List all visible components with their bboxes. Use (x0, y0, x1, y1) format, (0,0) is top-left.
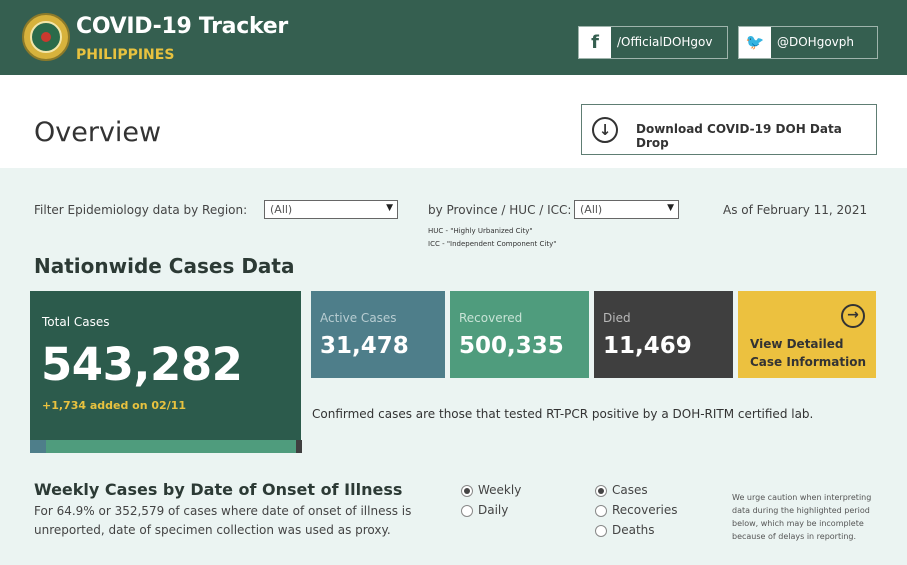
total-cases-label: Total Cases (42, 315, 110, 329)
cases-added-today: +1,734 added on 02/11 (42, 399, 187, 412)
top-header: COVID-19 Tracker PHILIPPINES f /Official… (0, 0, 907, 75)
recovered-label: Recovered (459, 311, 523, 325)
chevron-down-icon: ▼ (386, 203, 393, 213)
recovered-value: 500,335 (459, 333, 564, 359)
app-subtitle: PHILIPPINES (76, 47, 175, 63)
region-filter-label: Filter Epidemiology data by Region: (34, 203, 248, 217)
radio-unselected-icon (595, 525, 607, 537)
seal-inner (30, 21, 62, 53)
seal-center (41, 32, 51, 42)
radio-unselected-icon (595, 505, 607, 517)
confirmed-cases-note: Confirmed cases are those that tested RT… (312, 407, 814, 421)
app-title: COVID-19 Tracker (76, 14, 288, 39)
overview-band: Overview ↓ Download COVID-19 DOH Data Dr… (0, 75, 907, 168)
as-of-date: As of February 11, 2021 (723, 203, 868, 217)
region-select[interactable]: (All) ▼ (264, 200, 398, 219)
download-data-drop-button[interactable]: ↓ Download COVID-19 DOH Data Drop (581, 104, 877, 155)
arrow-right-circle-icon: → (841, 304, 865, 328)
doh-seal-logo (22, 13, 70, 61)
twitter-icon: 🐦 (739, 27, 771, 58)
huc-note: HUC - "Highly Urbanized City" (428, 227, 533, 235)
twitter-link[interactable]: 🐦 @DOHgovph (738, 26, 878, 59)
active-cases-label: Active Cases (320, 311, 397, 325)
active-cases-card: Active Cases 31,478 (311, 291, 445, 378)
weekly-description: For 64.9% or 352,579 of cases where date… (34, 504, 412, 537)
radio-cases-label: Cases (612, 483, 648, 497)
radio-deaths-label: Deaths (612, 523, 655, 537)
facebook-icon: f (579, 27, 611, 58)
twitter-handle: @DOHgovph (777, 35, 854, 49)
radio-unselected-icon (461, 505, 473, 517)
download-label: Download COVID-19 DOH Data Drop (636, 122, 842, 150)
share-bar-active (30, 440, 46, 453)
region-select-value: (All) (270, 203, 293, 216)
icc-note: ICC - "Independent Component City" (428, 240, 557, 248)
weekly-title: Weekly Cases by Date of Onset of Illness (34, 480, 403, 499)
radio-recoveries-label: Recoveries (612, 503, 678, 517)
share-bar-recovered (46, 440, 296, 453)
province-select-value: (All) (580, 203, 603, 216)
radio-daily-label: Daily (478, 503, 509, 517)
page-title: Overview (34, 117, 162, 148)
total-cases-value: 543,282 (41, 338, 243, 391)
view-detailed-label: View Detailed Case Information (750, 337, 866, 369)
died-value: 11,469 (603, 333, 692, 359)
radio-selected-icon (595, 485, 607, 497)
chevron-down-icon: ▼ (667, 203, 674, 213)
died-label: Died (603, 311, 631, 325)
facebook-handle: /OfficialDOHgov (617, 35, 713, 49)
died-card: Died 11,469 (594, 291, 733, 378)
radio-selected-icon (461, 485, 473, 497)
province-filter-label: by Province / HUC / ICC: (428, 203, 572, 217)
view-detailed-case-button[interactable]: → View Detailed Case Information (738, 291, 876, 378)
download-icon: ↓ (592, 117, 618, 143)
province-select[interactable]: (All) ▼ (574, 200, 679, 219)
total-cases-card: Total Cases 543,282 +1,734 added on 02/1… (30, 291, 302, 453)
radio-weekly-label: Weekly (478, 483, 522, 497)
share-bar-died (296, 440, 302, 453)
recovered-card: Recovered 500,335 (450, 291, 589, 378)
caution-note: We urge caution when interpreting data d… (732, 493, 872, 541)
facebook-link[interactable]: f /OfficialDOHgov (578, 26, 728, 59)
nationwide-title: Nationwide Cases Data (34, 254, 295, 278)
active-cases-value: 31,478 (320, 333, 409, 359)
case-share-bar (30, 440, 302, 453)
